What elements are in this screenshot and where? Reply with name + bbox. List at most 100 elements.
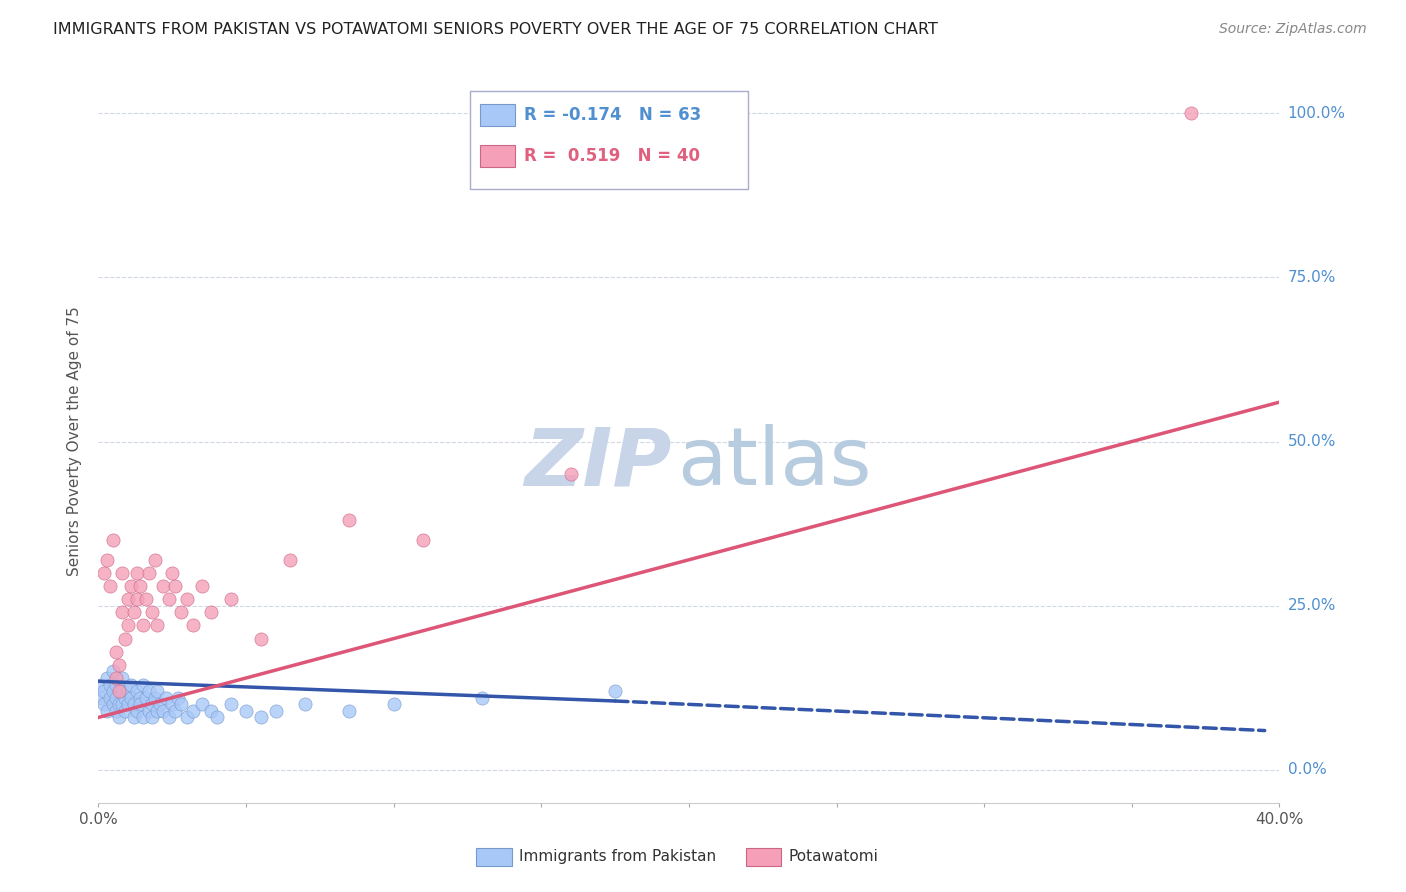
- FancyBboxPatch shape: [479, 104, 516, 126]
- Point: [146, 618, 169, 632]
- Point: [105, 671, 128, 685]
- Point: [114, 704, 136, 718]
- Point: [111, 698, 134, 712]
- Point: [149, 698, 172, 712]
- Point: [605, 684, 627, 698]
- Point: [111, 605, 134, 619]
- Point: [93, 684, 115, 698]
- Point: [103, 533, 125, 547]
- Point: [125, 704, 148, 718]
- Point: [138, 566, 160, 580]
- Point: [125, 592, 148, 607]
- Point: [339, 704, 361, 718]
- Point: [114, 632, 136, 646]
- Text: Immigrants from Pakistan: Immigrants from Pakistan: [519, 849, 716, 863]
- Point: [111, 671, 134, 685]
- Point: [105, 704, 128, 718]
- Point: [135, 592, 157, 607]
- Point: [200, 704, 222, 718]
- Point: [412, 533, 434, 547]
- Text: ZIP: ZIP: [524, 425, 671, 502]
- Point: [339, 513, 361, 527]
- Point: [1180, 106, 1202, 120]
- Point: [146, 684, 169, 698]
- Point: [176, 592, 198, 607]
- Point: [98, 579, 121, 593]
- Point: [128, 690, 150, 705]
- Point: [103, 684, 125, 698]
- Text: R =  0.519   N = 40: R = 0.519 N = 40: [523, 147, 700, 165]
- Point: [132, 677, 155, 691]
- Point: [128, 579, 150, 593]
- Point: [162, 698, 183, 712]
- Point: [176, 710, 198, 724]
- Point: [120, 677, 142, 691]
- Point: [167, 690, 190, 705]
- Point: [165, 579, 187, 593]
- Text: R = -0.174   N = 63: R = -0.174 N = 63: [523, 106, 700, 124]
- Point: [111, 684, 134, 698]
- Point: [294, 698, 316, 712]
- Point: [96, 553, 118, 567]
- Point: [165, 704, 187, 718]
- Point: [120, 579, 142, 593]
- FancyBboxPatch shape: [745, 847, 782, 865]
- Point: [103, 665, 125, 679]
- Point: [250, 632, 273, 646]
- Point: [264, 704, 287, 718]
- Point: [157, 710, 180, 724]
- Point: [191, 698, 214, 712]
- Point: [108, 684, 131, 698]
- Point: [152, 704, 174, 718]
- Point: [181, 618, 204, 632]
- Text: 100.0%: 100.0%: [1288, 105, 1346, 120]
- Point: [141, 710, 163, 724]
- Point: [235, 704, 257, 718]
- Point: [117, 698, 139, 712]
- Point: [96, 704, 118, 718]
- Point: [138, 684, 160, 698]
- Point: [111, 566, 134, 580]
- Point: [146, 704, 169, 718]
- Point: [98, 690, 121, 705]
- Point: [105, 677, 128, 691]
- Point: [170, 605, 193, 619]
- Point: [382, 698, 405, 712]
- Point: [221, 698, 243, 712]
- Point: [90, 690, 112, 705]
- Y-axis label: Seniors Poverty Over the Age of 75: Seniors Poverty Over the Age of 75: [67, 307, 83, 576]
- Point: [155, 690, 177, 705]
- Point: [117, 684, 139, 698]
- Point: [105, 690, 128, 705]
- Text: Source: ZipAtlas.com: Source: ZipAtlas.com: [1219, 22, 1367, 37]
- Point: [280, 553, 302, 567]
- Point: [117, 618, 139, 632]
- Text: Potawatomi: Potawatomi: [789, 849, 877, 863]
- Point: [108, 698, 131, 712]
- FancyBboxPatch shape: [471, 91, 748, 189]
- Point: [93, 566, 115, 580]
- Point: [143, 690, 166, 705]
- Point: [125, 684, 148, 698]
- Point: [103, 698, 125, 712]
- Point: [90, 677, 112, 691]
- Point: [181, 704, 204, 718]
- Point: [98, 677, 121, 691]
- Text: 75.0%: 75.0%: [1288, 270, 1336, 285]
- Point: [157, 592, 180, 607]
- Point: [96, 671, 118, 685]
- Point: [191, 579, 214, 593]
- Text: 50.0%: 50.0%: [1288, 434, 1336, 449]
- Point: [114, 690, 136, 705]
- Point: [120, 690, 142, 705]
- Text: IMMIGRANTS FROM PAKISTAN VS POTAWATOMI SENIORS POVERTY OVER THE AGE OF 75 CORREL: IMMIGRANTS FROM PAKISTAN VS POTAWATOMI S…: [53, 22, 938, 37]
- Point: [143, 553, 166, 567]
- Point: [471, 690, 494, 705]
- Point: [170, 698, 193, 712]
- Point: [132, 618, 155, 632]
- Point: [162, 566, 183, 580]
- Text: 25.0%: 25.0%: [1288, 599, 1336, 613]
- Point: [141, 698, 163, 712]
- Point: [560, 467, 582, 482]
- Point: [125, 566, 148, 580]
